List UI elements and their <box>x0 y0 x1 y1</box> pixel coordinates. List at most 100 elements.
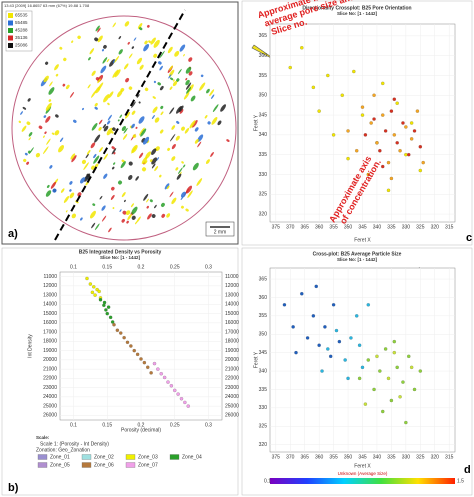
pore <box>49 165 53 169</box>
point <box>294 350 298 355</box>
pore <box>159 129 164 134</box>
pore <box>73 119 77 123</box>
pore <box>81 107 85 111</box>
x-tick-label: 0.15 <box>102 422 112 428</box>
y-tick-label: 325 <box>259 424 268 430</box>
y-tick-label: 16000 <box>43 320 57 326</box>
pore <box>91 123 98 131</box>
pore <box>45 190 52 197</box>
pore <box>44 131 47 135</box>
pore <box>169 77 174 81</box>
point <box>372 387 376 392</box>
x-tick-label: 0.1 <box>70 264 77 270</box>
pore <box>139 27 143 31</box>
pore <box>27 98 31 102</box>
pore <box>138 152 144 159</box>
pore <box>171 197 177 205</box>
chart-title: Directionality Crossplot: B25 Pore Orien… <box>302 5 411 11</box>
point <box>146 365 150 369</box>
pore <box>164 183 170 190</box>
pore <box>137 23 143 29</box>
pore <box>131 46 135 49</box>
y-tick-label: 23000 <box>225 385 239 391</box>
point <box>125 340 130 344</box>
legend-label: Zone_01 <box>50 454 70 460</box>
point <box>404 420 408 425</box>
pore <box>20 111 23 115</box>
pore <box>217 120 222 126</box>
point <box>381 81 385 86</box>
pore <box>65 84 70 90</box>
pore <box>85 153 89 159</box>
pore <box>131 101 136 108</box>
pore <box>136 216 141 223</box>
point <box>389 109 394 113</box>
pore <box>94 223 100 231</box>
y-tick-label: 18000 <box>43 339 57 345</box>
pore <box>48 87 55 95</box>
point <box>360 113 365 117</box>
pore <box>185 208 189 212</box>
y-tick-label: 22000 <box>225 376 239 382</box>
pore <box>86 149 91 155</box>
pore <box>52 188 57 193</box>
point <box>401 121 405 125</box>
legend-label: Zone_05 <box>50 462 70 468</box>
pore <box>185 77 188 81</box>
pore <box>197 134 204 142</box>
pore <box>29 147 34 155</box>
legend-zonation: Zonation: Geo_Zonation <box>36 447 90 453</box>
x-tick-label: 335 <box>387 454 396 460</box>
pore <box>83 173 91 182</box>
pore <box>28 132 33 137</box>
point <box>381 113 385 117</box>
pore <box>154 166 159 172</box>
pore <box>197 141 202 148</box>
point <box>112 323 116 327</box>
pore <box>42 135 45 138</box>
x-tick-label: 0.25 <box>170 422 180 428</box>
image-header: 13:43 [2009] 16.8657 63 mm (67%) 19.88 1… <box>4 3 90 8</box>
x-tick-label: 0.2 <box>138 264 145 270</box>
point <box>331 303 336 307</box>
pore <box>42 146 49 155</box>
pore <box>111 166 115 170</box>
panel-label: a) <box>8 228 18 240</box>
point <box>409 365 414 370</box>
pore <box>127 41 130 45</box>
pore <box>183 92 190 100</box>
pore <box>58 145 65 153</box>
pore <box>181 126 185 131</box>
pore <box>91 70 96 76</box>
y-tick-label: 360 <box>259 53 268 59</box>
y-tick-label: 25000 <box>43 403 57 409</box>
point <box>149 371 153 375</box>
pore <box>45 116 51 123</box>
pore <box>54 130 60 136</box>
point <box>404 125 408 129</box>
pore <box>177 68 182 75</box>
point <box>343 358 347 362</box>
pore <box>121 192 126 198</box>
pore <box>114 69 121 78</box>
pore <box>103 94 110 103</box>
pore <box>167 147 171 151</box>
y-tick-label: 13000 <box>43 292 57 298</box>
pore <box>142 136 150 145</box>
pore <box>106 127 113 136</box>
point <box>142 360 147 365</box>
y-tick-label: 345 <box>259 350 268 356</box>
pore <box>187 190 193 198</box>
pore <box>151 157 158 165</box>
y-tick-label: 365 <box>259 33 268 39</box>
point <box>421 160 425 165</box>
pore <box>107 114 112 121</box>
pore <box>152 96 156 99</box>
pore <box>159 174 162 178</box>
pore <box>206 88 210 94</box>
legend-label: Zone_06 <box>94 462 114 468</box>
pore <box>93 153 97 159</box>
point <box>311 314 316 318</box>
y-tick-label: 335 <box>259 152 268 158</box>
pore <box>168 74 172 79</box>
